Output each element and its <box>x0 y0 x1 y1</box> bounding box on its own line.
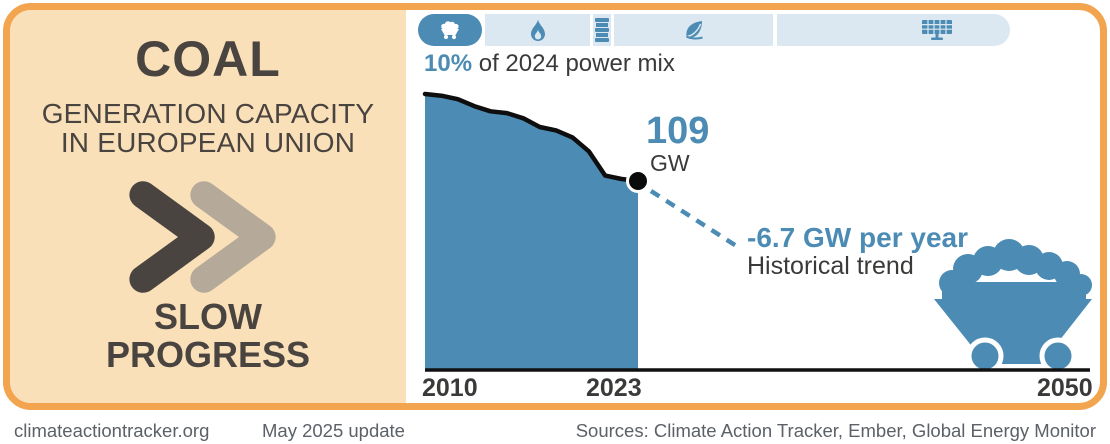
verdict-line-2: PROGRESS <box>105 334 311 375</box>
site-link[interactable]: climateactiontracker.org <box>14 420 210 441</box>
leaf-icon <box>685 21 703 40</box>
tab-coal[interactable] <box>418 14 482 46</box>
page-subtitle: GENERATION CAPACITY IN EUROPEAN UNION <box>10 99 406 157</box>
tab-oil[interactable] <box>593 14 611 46</box>
verdict-text: SLOW PROGRESS <box>10 298 406 374</box>
power-mix-text: of 2024 power mix <box>478 50 675 77</box>
sources-text: Sources: Climate Action Tracker, Ember, … <box>575 420 1096 441</box>
coal-cart-icon <box>441 21 459 40</box>
footer: climateactiontracker.org May 2025 update… <box>0 413 1110 444</box>
solar-panel-icon <box>921 20 952 40</box>
x-tick-2050: 2050 <box>1037 374 1093 402</box>
power-mix-stat: 10% of 2024 power mix <box>424 50 675 78</box>
flame-icon <box>530 18 545 41</box>
trend-value-label: -6.7 GW per year <box>747 222 968 253</box>
double-chevron-icon <box>129 181 276 293</box>
update-date: May 2025 update <box>262 420 405 441</box>
subtitle-line-2: IN EUROPEAN UNION <box>60 127 356 158</box>
endpoint-value-label: 109 <box>646 110 710 152</box>
tab-gas[interactable] <box>485 14 590 46</box>
tab-solar[interactable] <box>777 14 1010 46</box>
x-tick-2023: 2023 <box>586 374 642 402</box>
oil-barrel-icon <box>595 18 609 42</box>
subtitle-line-1: GENERATION CAPACITY <box>41 98 375 129</box>
tab-renewables[interactable] <box>614 14 773 46</box>
trend-name-label: Historical trend <box>747 252 914 280</box>
page-title: COAL <box>135 31 281 87</box>
x-tick-2010: 2010 <box>422 374 478 402</box>
fuel-tab-bar <box>418 14 1010 46</box>
verdict-line-1: SLOW <box>154 296 262 337</box>
power-mix-percent: 10% <box>424 50 473 77</box>
endpoint-unit-label: GW <box>650 150 690 176</box>
